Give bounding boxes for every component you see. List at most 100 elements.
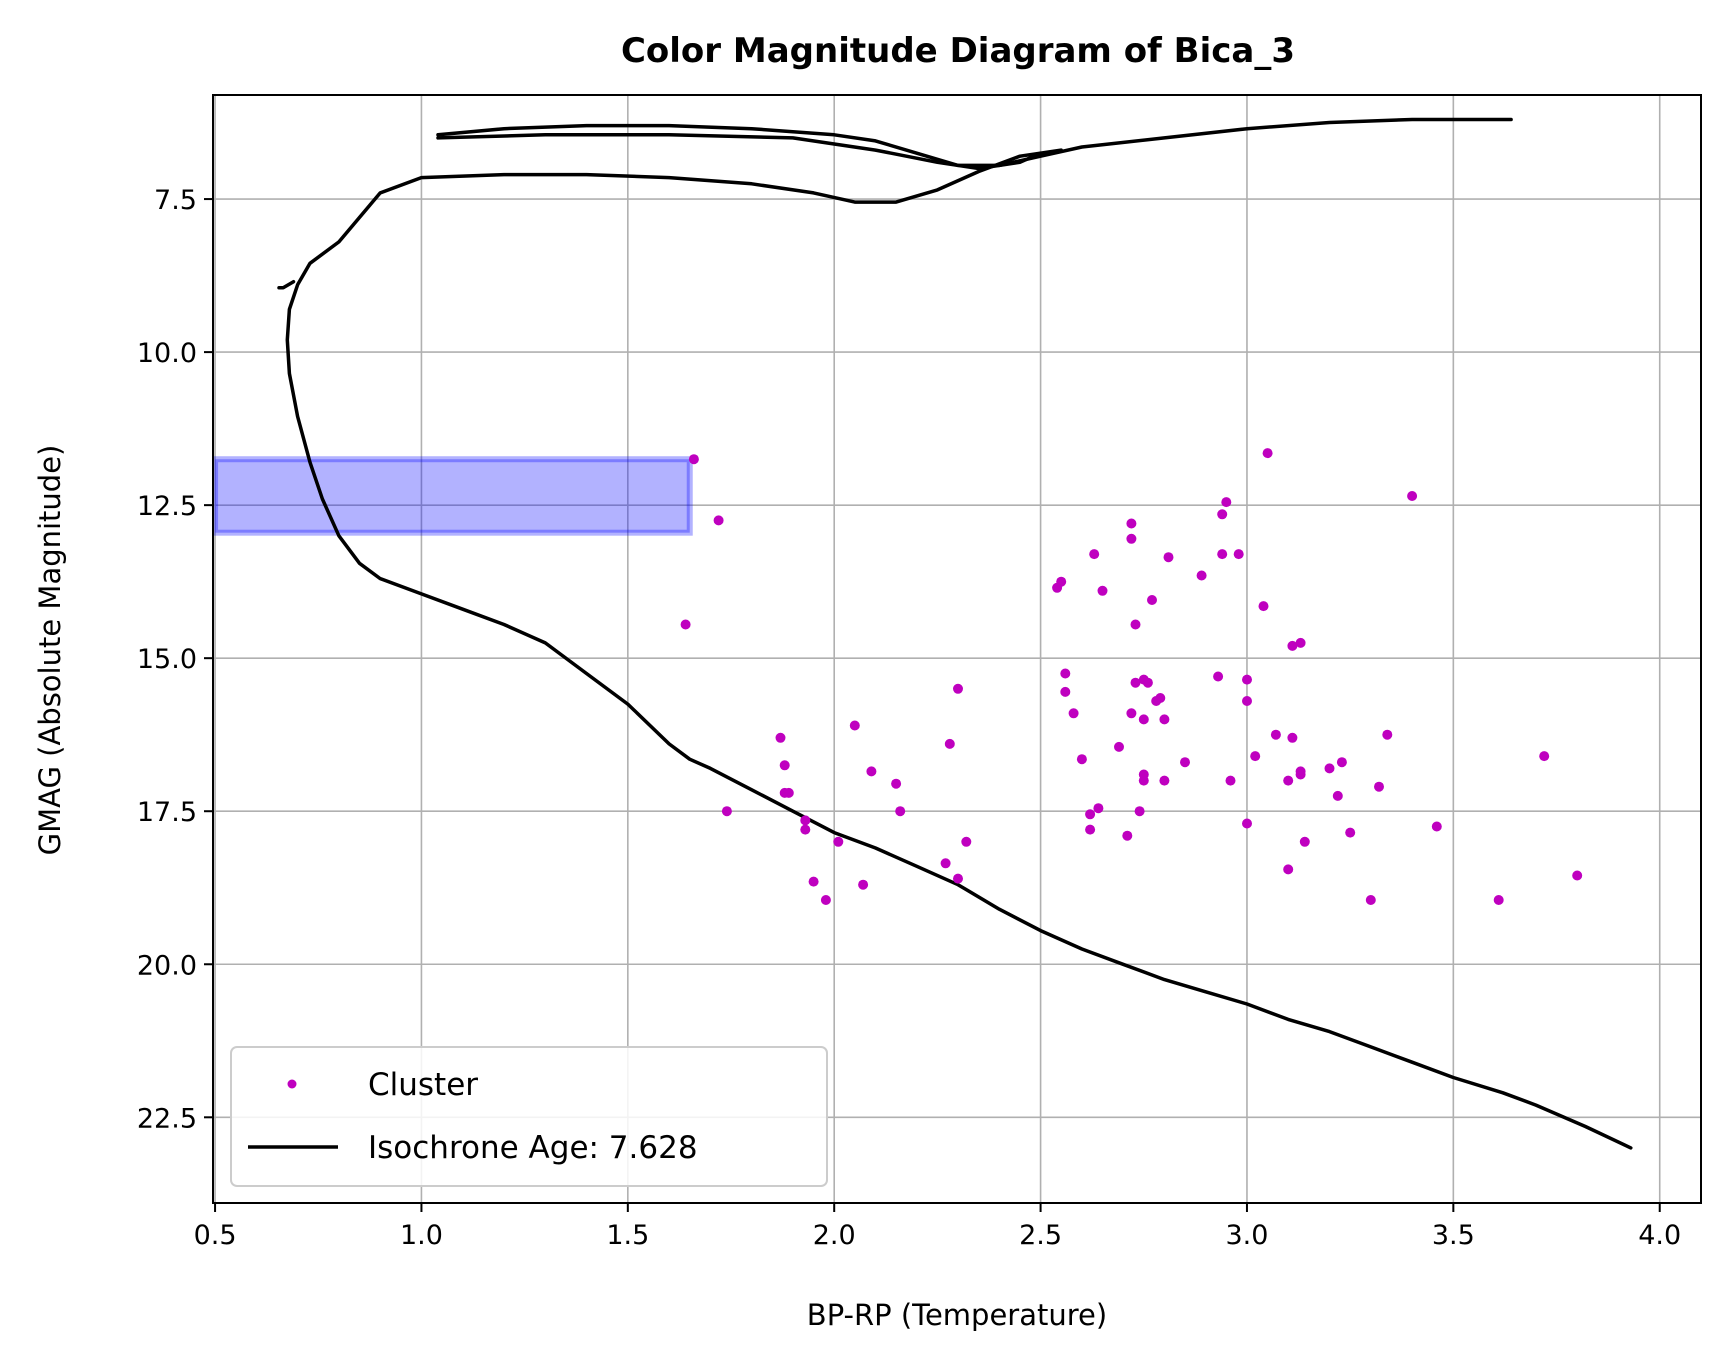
cluster-point	[808, 876, 819, 887]
cluster-point	[940, 858, 951, 869]
cluster-point	[1539, 751, 1550, 762]
cluster-point	[1324, 763, 1335, 774]
cluster-point	[858, 879, 869, 890]
cluster-point	[1262, 448, 1273, 459]
cluster-point	[1287, 640, 1298, 651]
x-tick-label: 2.5	[1019, 1220, 1062, 1251]
x-axis-ticks: 0.5 1.0 1.5 2.0 2.5 3.0 3.5 4.0	[194, 1203, 1681, 1251]
cluster-point	[1126, 708, 1137, 719]
cluster-point	[1180, 757, 1190, 768]
cluster-point	[1407, 491, 1418, 501]
cluster-point	[1126, 533, 1137, 544]
isochrone-line	[436, 133, 1043, 171]
cluster-point	[1295, 769, 1306, 780]
cluster-point	[1258, 601, 1269, 612]
cluster-point	[800, 815, 811, 826]
cluster-point	[1142, 677, 1153, 688]
cluster-point	[1233, 549, 1244, 560]
legend-box	[230, 1046, 828, 1187]
cluster-point	[1097, 585, 1108, 596]
legend-isochrone-label: Isochrone Age: 7.628	[368, 1130, 698, 1166]
cluster-point	[783, 787, 794, 798]
y-tick-label: 7.5	[154, 185, 197, 216]
cluster-point	[1431, 821, 1442, 832]
cluster-point	[1295, 637, 1306, 648]
cluster-point	[1365, 895, 1376, 905]
cluster-point	[775, 732, 786, 743]
x-tick-label: 3.5	[1432, 1220, 1475, 1251]
cluster-point	[1493, 895, 1504, 905]
cluster-point	[1138, 775, 1149, 786]
cluster-point	[680, 619, 691, 630]
cluster-point	[1163, 552, 1174, 563]
cluster-point	[1217, 509, 1228, 520]
cluster-point	[1374, 781, 1384, 792]
x-tick-label: 1.5	[606, 1220, 649, 1251]
cluster-point	[1056, 576, 1067, 587]
cluster-point	[1225, 775, 1236, 786]
cluster-point	[1283, 864, 1294, 875]
cluster-point	[779, 760, 790, 771]
cluster-point	[1213, 671, 1224, 682]
y-tick-label: 20.0	[137, 950, 197, 981]
cluster-point	[1572, 870, 1583, 881]
cluster-point	[713, 515, 724, 526]
cluster-point	[1130, 677, 1141, 688]
cluster-point	[1060, 686, 1071, 697]
cluster-point	[849, 720, 860, 731]
legend-cluster-marker	[287, 1079, 297, 1089]
highlight-layer	[213, 456, 693, 536]
cluster-point	[1138, 714, 1149, 725]
x-tick-label: 1.0	[400, 1220, 443, 1251]
y-tick-label: 12.5	[137, 491, 197, 522]
cluster-point	[833, 836, 844, 847]
cluster-point	[1345, 827, 1356, 838]
isochrone-layer	[277, 117, 1633, 1150]
cluster-point	[800, 824, 811, 835]
highlight-region	[213, 456, 693, 536]
y-tick-label: 15.0	[137, 644, 197, 675]
cluster-point	[1159, 775, 1170, 786]
cluster-point	[1130, 619, 1141, 630]
x-tick-label: 3.0	[1225, 1220, 1268, 1251]
legend: Cluster Isochrone Age: 7.628	[230, 1046, 828, 1187]
cluster-point	[961, 836, 972, 847]
cluster-point	[1126, 518, 1137, 529]
cluster-point	[688, 454, 699, 465]
y-axis-label: GMAG (Absolute Magnitude)	[33, 445, 67, 856]
cluster-point	[1122, 830, 1133, 841]
cluster-point	[891, 778, 902, 789]
cluster-point	[1147, 595, 1157, 605]
cluster-point	[721, 806, 732, 817]
cluster-points-layer	[680, 448, 1583, 905]
cluster-point	[1085, 824, 1096, 835]
cluster-point	[1287, 732, 1298, 743]
cluster-point	[1283, 775, 1294, 786]
x-tick-label: 4.0	[1638, 1220, 1681, 1251]
cluster-point	[1134, 806, 1145, 817]
cluster-point	[1093, 803, 1104, 814]
cluster-point	[1242, 696, 1252, 706]
cluster-point	[1242, 674, 1252, 685]
cluster-point	[944, 738, 955, 749]
cluster-point	[1114, 741, 1124, 752]
y-tick-label: 17.5	[137, 797, 197, 828]
cluster-point	[1060, 668, 1071, 679]
cluster-point	[1085, 809, 1096, 820]
cluster-point	[1332, 790, 1343, 801]
cluster-point	[1299, 836, 1310, 847]
cluster-point	[1270, 729, 1281, 740]
cluster-point	[895, 806, 906, 817]
cluster-point	[1382, 729, 1393, 740]
cluster-point	[1076, 754, 1087, 765]
cluster-point	[953, 873, 963, 884]
cluster-point	[1250, 751, 1261, 762]
cluster-point	[1155, 693, 1166, 703]
isochrone-line	[277, 279, 296, 290]
cluster-point	[1196, 570, 1207, 581]
isochrone-line	[285, 148, 1633, 1150]
y-tick-label: 22.5	[137, 1103, 197, 1134]
y-axis-ticks: 7.5 10.0 12.5 15.0 17.5 20.0 22.5	[137, 185, 213, 1134]
cluster-point	[866, 766, 877, 777]
